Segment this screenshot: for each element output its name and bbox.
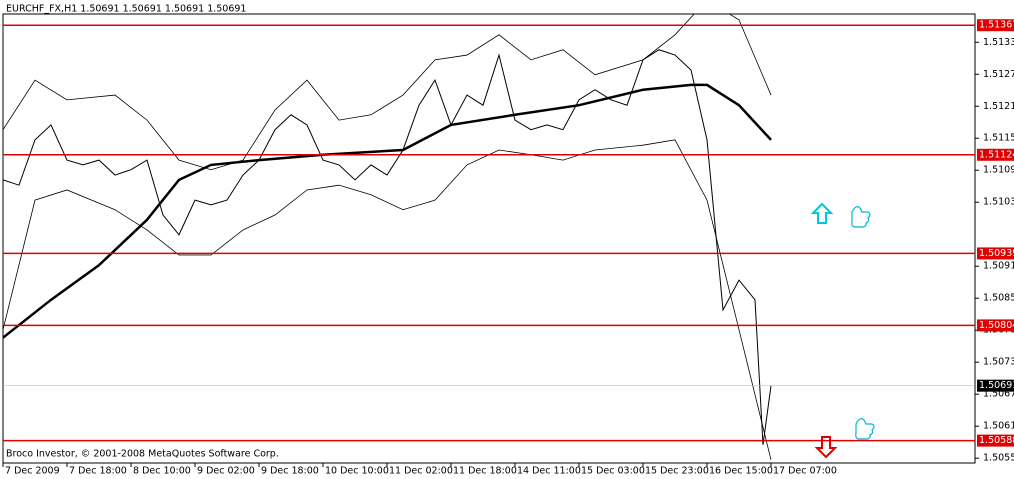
x-tick-label: 7 Dec 2009 (5, 466, 60, 477)
x-tick-label: 14 Dec 11:00 (517, 466, 581, 477)
thumb-icon (851, 206, 871, 228)
level-label: 1.51124 (979, 149, 1014, 160)
y-tick-label: 1.51035 (983, 197, 1014, 208)
x-tick-label: 10 Dec 10:00 (325, 466, 389, 477)
level-label: 1.51367 (979, 20, 1014, 31)
level-label: 1.50588 (979, 435, 1014, 446)
level-tag (977, 319, 1014, 332)
y-tick-label: 1.50615 (983, 421, 1014, 432)
y-tick-label: 1.50675 (983, 389, 1014, 400)
y-tick-label: 1.51335 (983, 37, 1014, 48)
last-price-label: 1.50691 (979, 380, 1014, 391)
level-tag (977, 148, 1014, 161)
x-tick-label: 8 Dec 10:00 (133, 466, 191, 477)
footer: Broco Investor, © 2001-2008 MetaQuotes S… (6, 449, 279, 460)
level-label: 1.50939 (979, 248, 1014, 259)
y-tick-label: 1.50555 (983, 453, 1014, 464)
up-arrow (810, 202, 834, 224)
y-tick-label: 1.50735 (983, 357, 1014, 368)
level-tag (977, 19, 1014, 32)
y-tick-label: 1.51095 (983, 165, 1014, 176)
y-tick-label: 1.51275 (983, 69, 1014, 80)
down-arrow (814, 436, 838, 459)
x-tick-label: 15 Dec 03:00 (581, 466, 645, 477)
price-line (3, 83, 772, 339)
y-tick-label: 1.50915 (983, 261, 1014, 272)
chart-title: EURCHF_FX,H1 1.50691 1.50691 1.50691 1.5… (6, 4, 246, 15)
x-tick-label: 11 Dec 18:00 (453, 466, 517, 477)
y-tick-label: 1.51215 (983, 101, 1014, 112)
y-tick-label: 1.51155 (983, 133, 1014, 144)
level-tag (977, 434, 1014, 447)
x-tick-label: 7 Dec 18:00 (69, 466, 127, 477)
x-tick-label: 16 Dec 15:00 (709, 466, 773, 477)
x-tick-label: 15 Dec 23:00 (645, 466, 709, 477)
last-price-tag (977, 379, 1014, 392)
y-tick-label: 1.50855 (983, 293, 1014, 304)
x-tick-label: 9 Dec 02:00 (197, 466, 255, 477)
price-line (3, 14, 772, 171)
level-tag (977, 247, 1014, 260)
plot-frame (2, 13, 976, 464)
level-label: 1.50804 (979, 320, 1014, 331)
x-tick-label: 17 Dec 07:00 (773, 466, 837, 477)
x-tick-label: 11 Dec 02:00 (389, 466, 453, 477)
x-tick-label: 9 Dec 18:00 (261, 466, 319, 477)
price-line (3, 139, 772, 460)
thumb-icon (855, 418, 875, 440)
price-line (3, 49, 772, 445)
